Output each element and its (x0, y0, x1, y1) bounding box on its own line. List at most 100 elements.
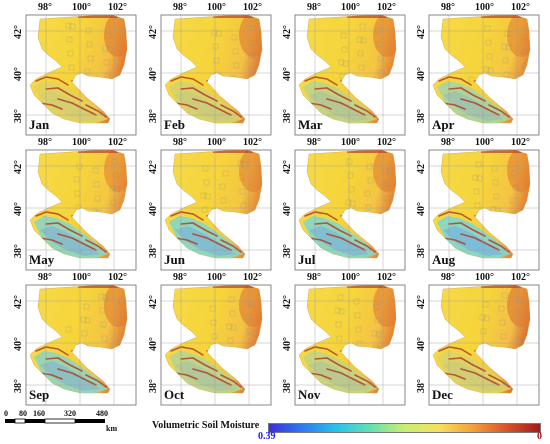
mountain-ridge (57, 98, 97, 116)
mountain-ridge (438, 76, 472, 86)
map-panel-apr (428, 14, 540, 136)
lat-tick-label: 42° (148, 160, 159, 174)
lat-tick-label: 38° (148, 379, 159, 393)
southern-inner-zone (175, 361, 235, 391)
mountain-ridge (304, 211, 338, 221)
month-label: Jun (164, 252, 185, 267)
mountain-ridge (304, 346, 338, 356)
lat-tick-label: 42° (282, 160, 293, 174)
northern-edge-strip (213, 15, 253, 18)
month-label: Jul (298, 252, 316, 267)
mountain-ridge (170, 211, 204, 221)
southern-inner-zone (40, 91, 100, 121)
mountain-ridge (180, 87, 218, 102)
lat-tick-label: 38° (148, 244, 159, 258)
month-label: Feb (164, 117, 185, 132)
map-panel-aug (428, 149, 540, 271)
mountain-ridge (448, 87, 486, 102)
mountain-ridge (314, 87, 352, 102)
mountain-ridge (45, 222, 83, 237)
mountain-ridge (170, 76, 204, 86)
scale-label-160: 160 (33, 409, 45, 418)
lon-tick-label: 102° (511, 272, 530, 283)
mountain-ridge (39, 372, 63, 380)
colorbar-gradient (268, 423, 541, 433)
mountain-ridge (57, 368, 97, 386)
lat-tick-label: 40° (282, 337, 293, 351)
northern-edge-strip (481, 15, 521, 18)
month-label: May (29, 252, 55, 267)
lon-tick-label: 102° (108, 137, 127, 148)
mountain-ridge (39, 237, 63, 245)
map-panel-oct (160, 284, 272, 406)
southern-inner-zone (309, 91, 369, 121)
mountain-ridge (460, 98, 500, 116)
lon-tick-label: 102° (243, 2, 262, 13)
month-label: Apr (432, 117, 455, 132)
lat-tick-label: 40° (282, 67, 293, 81)
lon-tick-label: 98° (38, 272, 52, 283)
scale-label-320: 320 (64, 409, 76, 418)
lon-tick-label: 100° (341, 137, 360, 148)
northern-edge-strip (481, 285, 521, 288)
lon-tick-label: 98° (307, 272, 321, 283)
mountain-ridge (35, 346, 69, 356)
lon-tick-label: 102° (377, 2, 396, 13)
mountain-ridge (192, 233, 232, 251)
lat-tick-label: 40° (13, 337, 24, 351)
lat-tick-label: 38° (13, 379, 24, 393)
mountain-ridge (35, 76, 69, 86)
lat-tick-label: 42° (13, 160, 24, 174)
northern-edge-strip (78, 15, 118, 18)
northern-edge-strip (481, 150, 521, 153)
month-label: Dec (432, 387, 453, 402)
mountain-ridge (326, 98, 366, 116)
mountain-ridge (326, 233, 366, 251)
scale-label-0: 0 (4, 409, 8, 418)
month-label: Nov (298, 387, 321, 402)
lon-tick-label: 100° (475, 272, 494, 283)
northern-edge-strip (213, 150, 253, 153)
mountain-ridge (308, 237, 332, 245)
mountain-ridge (35, 211, 69, 221)
mountain-ridge (192, 368, 232, 386)
lon-tick-label: 98° (173, 2, 187, 13)
lat-tick-label: 42° (416, 295, 427, 309)
lon-tick-label: 102° (511, 2, 530, 13)
southern-inner-zone (175, 91, 235, 121)
lat-tick-label: 40° (282, 202, 293, 216)
lat-tick-label: 38° (282, 109, 293, 123)
lat-tick-label: 42° (416, 160, 427, 174)
mountain-ridge (57, 233, 97, 251)
mountain-ridge (442, 237, 466, 245)
southern-inner-zone (175, 226, 235, 256)
lon-tick-label: 102° (511, 137, 530, 148)
lat-tick-label: 40° (148, 337, 159, 351)
lon-tick-label: 98° (441, 2, 455, 13)
lat-tick-label: 38° (13, 109, 24, 123)
lat-tick-label: 40° (416, 67, 427, 81)
lon-tick-label: 98° (307, 137, 321, 148)
map-panels (25, 14, 540, 406)
lat-tick-label: 38° (416, 244, 427, 258)
northern-edge-strip (347, 15, 387, 18)
mountain-ridge (45, 357, 83, 372)
lon-tick-label: 98° (173, 137, 187, 148)
northern-edge-strip (78, 150, 118, 153)
lon-tick-label: 100° (475, 2, 494, 13)
mountain-ridge (448, 222, 486, 237)
lon-tick-label: 100° (72, 272, 91, 283)
lon-tick-label: 100° (207, 272, 226, 283)
lat-tick-label: 42° (282, 295, 293, 309)
mountain-ridge (438, 346, 472, 356)
mountain-ridge (314, 357, 352, 372)
lon-tick-label: 98° (441, 137, 455, 148)
mountain-ridge (460, 233, 500, 251)
lat-tick-label: 40° (148, 202, 159, 216)
lon-tick-label: 98° (307, 2, 321, 13)
mountain-ridge (326, 368, 366, 386)
lon-tick-label: 100° (341, 2, 360, 13)
colorbar-min-label: 0.39 (258, 431, 276, 442)
southern-inner-zone (309, 226, 369, 256)
month-label: Aug (432, 252, 456, 267)
